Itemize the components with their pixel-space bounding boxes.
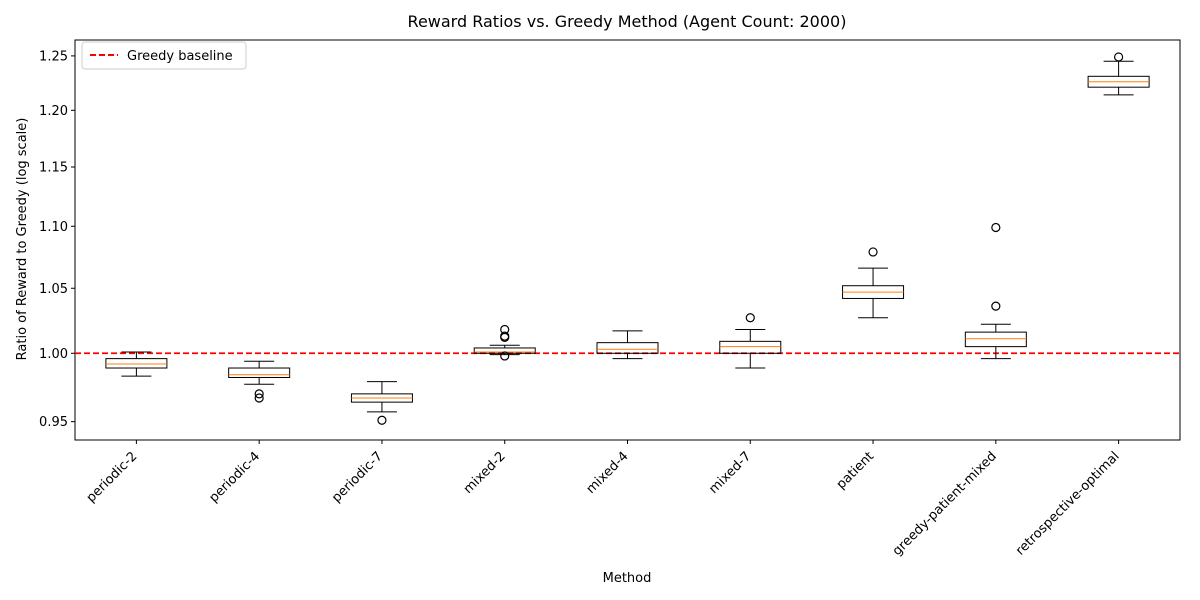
plot-frame <box>74 39 1181 441</box>
box-mixed-7 <box>719 313 782 369</box>
x-axis: periodic-2 periodic-4 periodic-7 mixed-2 mix… <box>84 440 1123 559</box>
box-body <box>473 347 536 354</box>
outlier-point <box>254 389 264 399</box>
box-retrospective-optimal <box>1087 52 1150 96</box>
legend-baseline-label: Greedy baseline <box>127 49 233 64</box>
x-tick-label: mixed-7 <box>706 449 754 497</box>
outlier-point <box>254 393 264 403</box>
box-patient <box>842 247 905 319</box>
outlier-point <box>991 301 1001 311</box>
y-tick-label: 1.00 <box>39 347 68 362</box>
box-greedy-patient-mixed <box>964 222 1027 360</box>
legend-frame <box>81 41 247 70</box>
y-axis-label: Ratio of Reward to Greedy (log scale) <box>15 118 30 361</box>
x-tick-label: periodic-4 <box>206 449 263 506</box>
x-tick-label: greedy-patient-mixed <box>890 449 1000 559</box>
y-axis: 0.95 1.00 1.05 1.10 1.15 1.20 1.25 <box>39 49 75 430</box>
box-body <box>964 331 1027 348</box>
box-body <box>596 342 659 354</box>
box-body <box>719 340 782 354</box>
y-tick-label: 1.15 <box>39 161 68 176</box>
outlier-point <box>500 324 510 335</box>
x-axis-label: Method <box>603 571 652 586</box>
x-tick-label: mixed-2 <box>461 449 509 497</box>
outlier-point <box>868 247 878 257</box>
boxes-layer <box>105 52 1150 425</box>
box-mixed-4 <box>596 330 659 360</box>
box-body <box>228 367 291 378</box>
legend: Greedy baseline <box>81 41 247 70</box>
box-mixed-2 <box>473 324 536 361</box>
box-periodic-4 <box>228 360 291 403</box>
box-periodic-2 <box>105 351 168 377</box>
box-periodic-7 <box>350 381 413 425</box>
box-body <box>105 358 168 369</box>
outlier-point <box>745 313 755 323</box>
y-tick-label: 1.05 <box>39 282 68 297</box>
y-tick-label: 1.20 <box>39 104 68 119</box>
x-tick-label: patient <box>834 449 877 492</box>
outlier-point <box>1114 52 1124 62</box>
x-tick-label: retrospective-optimal <box>1013 449 1122 558</box>
y-tick-label: 1.10 <box>39 220 68 235</box>
outlier-point <box>500 351 510 361</box>
x-tick-label: periodic-2 <box>84 449 141 506</box>
plot-area <box>74 39 1181 441</box>
outlier-point <box>500 331 510 341</box>
y-tick-label: 0.95 <box>39 415 68 430</box>
outlier-point <box>377 415 387 425</box>
y-tick-label: 1.25 <box>39 49 68 64</box>
outlier-point <box>991 222 1001 233</box>
chart-title: Reward Ratios vs. Greedy Method (Agent C… <box>408 12 847 31</box>
x-tick-label: mixed-4 <box>584 449 632 497</box>
x-tick-label: periodic-7 <box>329 449 386 506</box>
